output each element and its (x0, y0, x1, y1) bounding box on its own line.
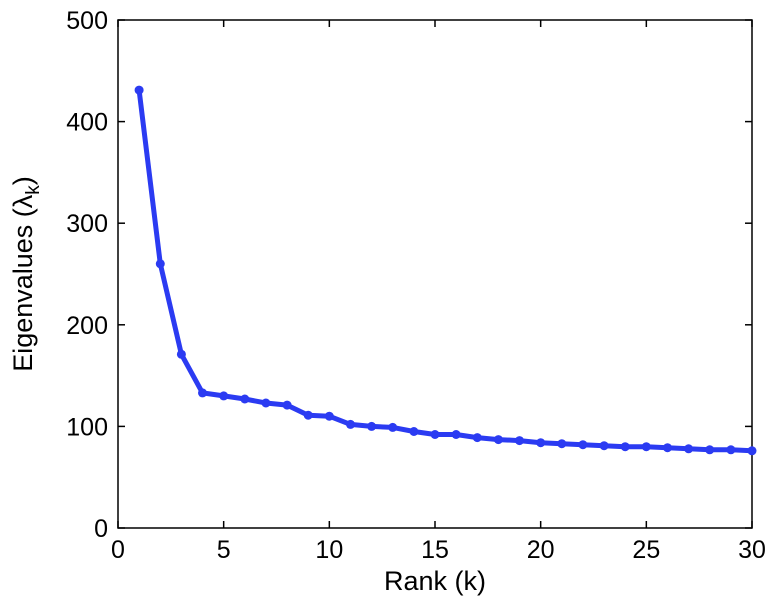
y-tick-label: 400 (66, 109, 108, 137)
data-point (620, 442, 630, 452)
series-line (136, 87, 755, 454)
data-point (726, 445, 736, 455)
data-point (747, 446, 757, 456)
data-point (219, 391, 229, 401)
y-tick-label: 200 (66, 312, 108, 340)
y-axis-label: Eigenvalues (λk) (8, 176, 44, 372)
data-point (451, 430, 461, 439)
y-axis-label-symbol: λ (8, 194, 38, 208)
y-axis-label-main: Eigenvalues ( (8, 208, 38, 372)
data-point (346, 419, 355, 429)
y-tick-label: 500 (66, 7, 108, 35)
data-point (430, 430, 440, 439)
data-point (472, 433, 482, 443)
data-point (367, 421, 377, 431)
data-point (261, 398, 271, 408)
x-tick-label: 5 (217, 536, 231, 564)
data-point (536, 438, 546, 448)
data-point (176, 349, 186, 359)
x-tick-label: 0 (111, 536, 125, 564)
y-tick-label: 0 (94, 515, 108, 543)
data-point (409, 427, 419, 436)
data-point (663, 443, 672, 453)
x-tick-label: 15 (421, 536, 449, 564)
data-point (705, 445, 715, 455)
x-tick-label: 10 (315, 536, 343, 564)
x-tick-label: 25 (632, 536, 660, 564)
y-axis-label-subscript: k (23, 185, 44, 195)
data-point (155, 259, 165, 269)
x-tick-label: 20 (527, 536, 555, 564)
data-point (578, 440, 588, 450)
y-tick-label: 100 (66, 413, 108, 441)
data-point (324, 411, 334, 421)
plot-frame (117, 19, 753, 529)
data-point (282, 400, 292, 410)
data-point (134, 85, 144, 95)
data-point (684, 444, 694, 454)
data-point (515, 436, 524, 446)
markers-layer (134, 85, 757, 456)
data-point (198, 388, 207, 398)
data-point (599, 441, 609, 451)
x-tick-label: 30 (738, 536, 766, 564)
data-point (557, 439, 567, 449)
ticks-layer (117, 19, 753, 529)
data-point (641, 442, 651, 452)
data-point (493, 435, 503, 445)
y-axis-label-close: ) (8, 176, 38, 185)
data-point (388, 422, 398, 432)
data-point (240, 394, 250, 404)
data-point (303, 410, 313, 420)
y-tick-label: 300 (66, 210, 108, 238)
x-axis-label: Rank (k) (384, 566, 486, 596)
